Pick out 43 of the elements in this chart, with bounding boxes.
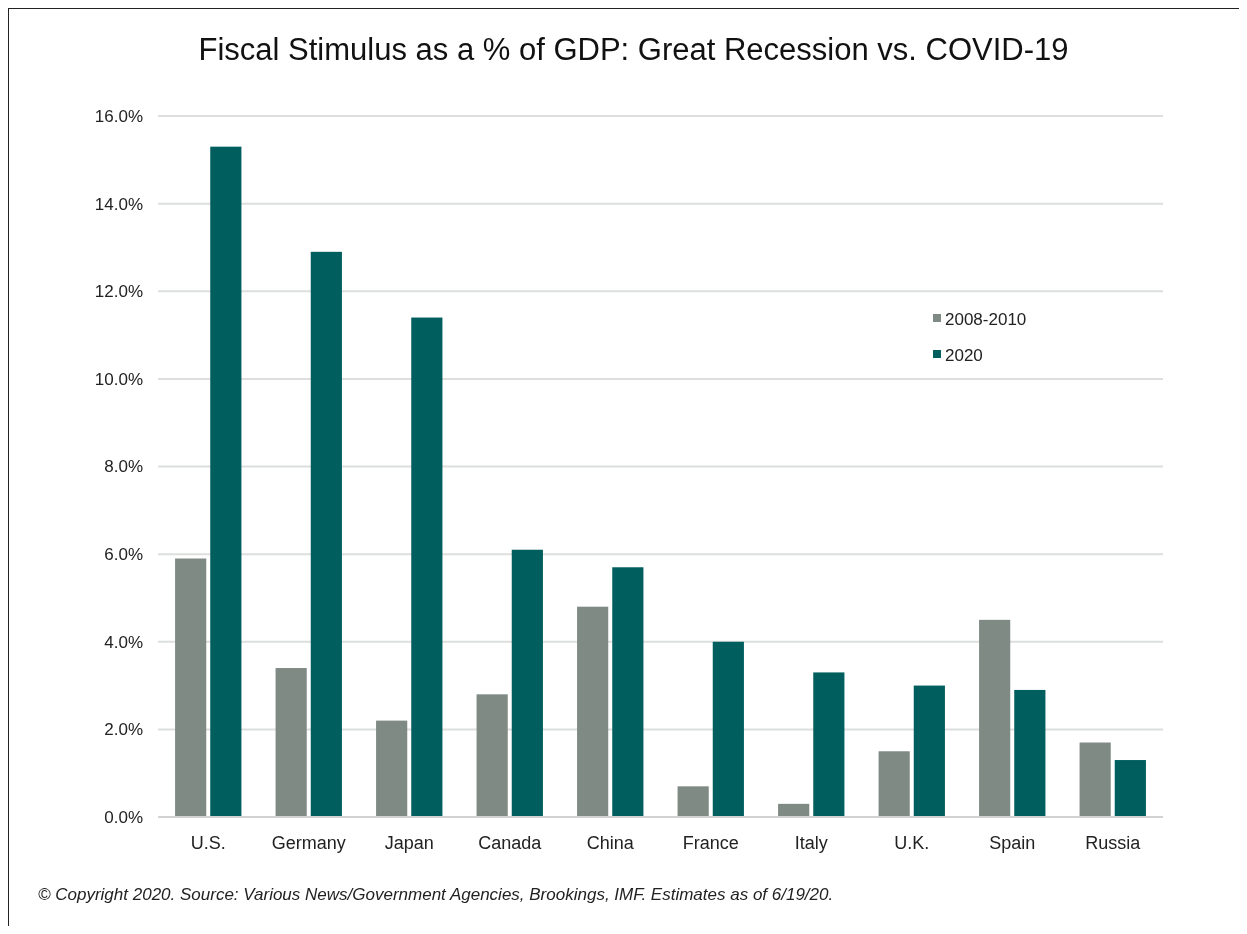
y-tick-label: 6.0%: [104, 545, 143, 565]
bar: [677, 786, 709, 817]
y-tick-label: 2.0%: [104, 720, 143, 740]
x-tick-label: U.K.: [894, 833, 930, 853]
x-tick-label: Germany: [271, 833, 346, 853]
x-tick-label: U.S.: [190, 833, 226, 853]
bar: [979, 619, 1011, 817]
bar: [712, 641, 744, 817]
bar: [1014, 689, 1046, 817]
bar: [778, 803, 810, 817]
x-tick-label: France: [682, 833, 739, 853]
bar: [612, 567, 644, 817]
x-tick-label: Russia: [1085, 833, 1142, 853]
x-tick-label: Canada: [478, 833, 543, 853]
bar: [376, 720, 408, 817]
bar: [210, 146, 242, 817]
bar: [275, 668, 307, 817]
y-tick-label: 10.0%: [94, 369, 143, 389]
bar: [913, 685, 945, 817]
text: © Copyright 2020. Source: Various News/Government Agencies, Brookings, IMF. Estimates as of 6/19/20.: [38, 885, 834, 904]
bar: [878, 751, 910, 817]
bar: [476, 694, 508, 817]
y-tick-label: 16.0%: [94, 106, 143, 126]
y-tick-label: 4.0%: [104, 632, 143, 652]
x-tick-label: China: [586, 833, 635, 853]
bar: [310, 251, 342, 817]
y-tick-label: 12.0%: [94, 282, 143, 302]
bar: [1114, 760, 1146, 817]
bar: [577, 606, 609, 817]
bar: [511, 549, 543, 817]
x-tick-label: Japan: [384, 833, 434, 853]
bar: [1079, 742, 1111, 817]
bar: [175, 558, 207, 817]
y-tick-label: 14.0%: [94, 194, 143, 214]
y-tick-label: 0.0%: [104, 807, 143, 827]
chart-title: Fiscal Stimulus as a % of GDP: Great Recession vs. COVID-19: [198, 32, 1069, 67]
bar: [813, 672, 845, 817]
x-tick-label: Spain: [989, 833, 1036, 853]
y-tick-label: 8.0%: [104, 457, 143, 477]
legend-label: 2020: [945, 345, 983, 365]
x-tick-label: Italy: [794, 833, 828, 853]
legend-label: 2008-2010: [945, 309, 1027, 329]
bar: [411, 317, 443, 817]
